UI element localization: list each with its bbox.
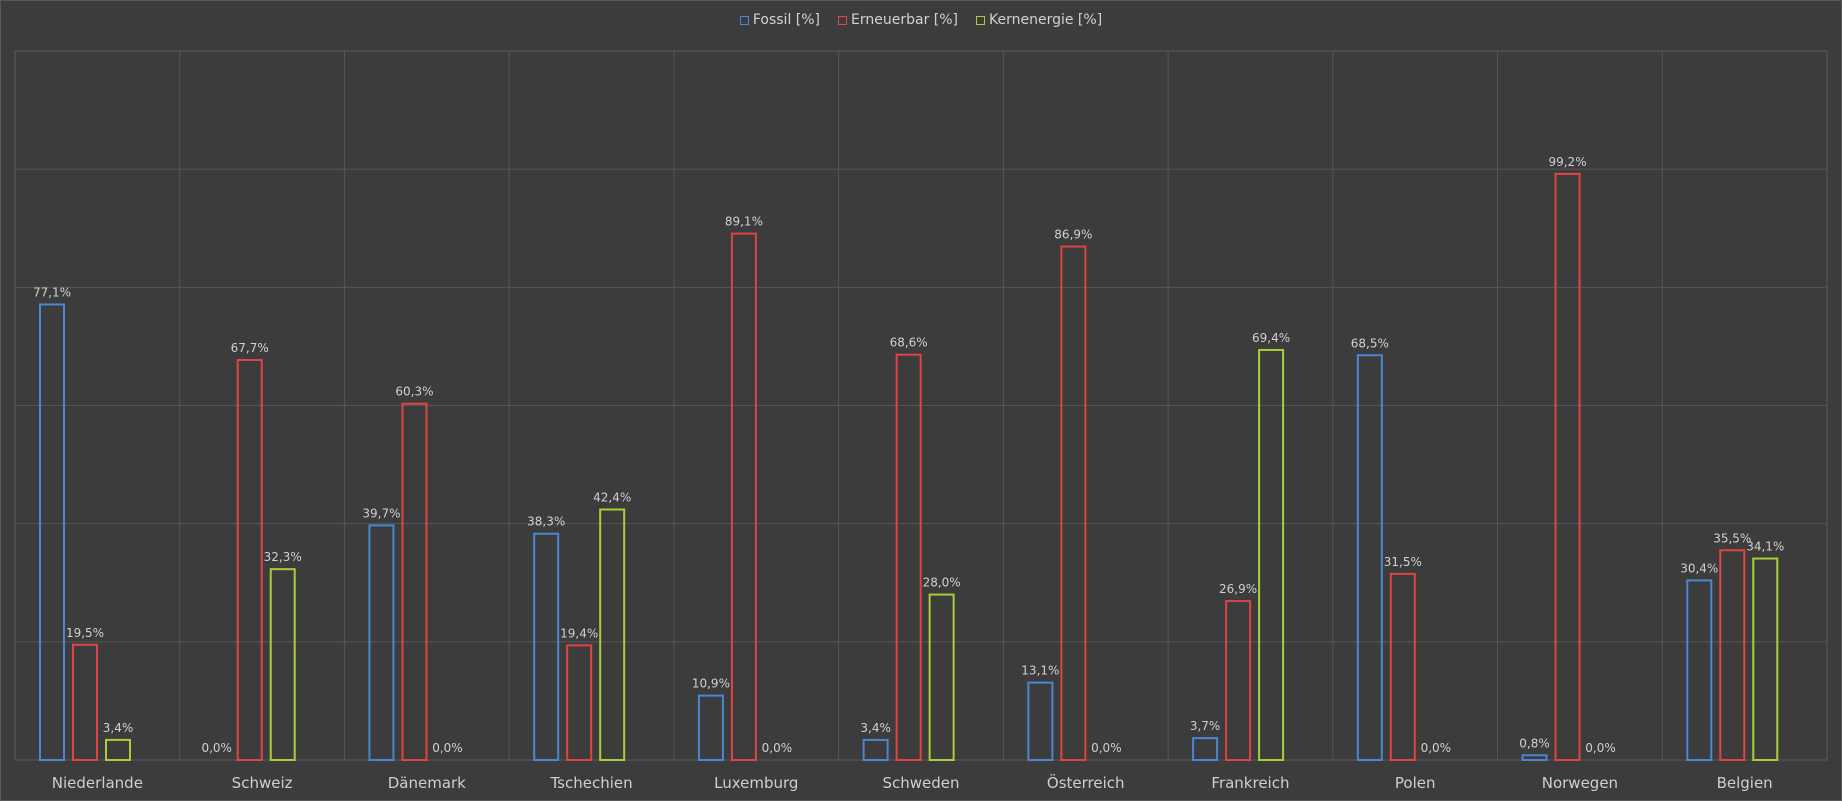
- bar: [401, 402, 428, 761]
- x-tick-label: Österreich: [1047, 773, 1125, 792]
- data-label: 69,4%: [1252, 331, 1290, 345]
- bar: [895, 353, 922, 761]
- legend-label-fossil: Fossil [%]: [752, 12, 821, 28]
- x-tick-label: Norwegen: [1542, 774, 1618, 792]
- data-label: 68,5%: [1351, 336, 1389, 350]
- bar: [1752, 557, 1779, 761]
- data-label: 28,0%: [923, 576, 961, 590]
- bar: [1686, 579, 1713, 761]
- data-label: 31,5%: [1384, 555, 1422, 569]
- data-label: 0,0%: [762, 741, 793, 755]
- bar: [730, 232, 757, 761]
- data-label: 0,0%: [432, 741, 463, 755]
- bar: [566, 644, 593, 762]
- legend-item-erneuerbar: Erneuerbar [%]: [838, 12, 958, 28]
- bar: [1356, 354, 1383, 761]
- data-label: 99,2%: [1548, 155, 1586, 169]
- x-tick-label: Belgien: [1717, 774, 1773, 792]
- data-label: 3,7%: [1190, 719, 1221, 733]
- x-tick-label: Schweden: [882, 774, 959, 792]
- data-label: 3,4%: [860, 721, 891, 735]
- x-tick-label: Schweiz: [232, 774, 293, 792]
- data-label: 0,8%: [1519, 736, 1550, 750]
- x-tick-label: Polen: [1395, 774, 1436, 792]
- data-label: 0,0%: [1091, 741, 1122, 755]
- legend-label-kernenergie: Kernenergie [%]: [989, 12, 1103, 28]
- bar: [697, 694, 724, 762]
- bar: [269, 568, 296, 761]
- data-label: 86,9%: [1054, 228, 1092, 242]
- legend-swatch-kernenergie: [976, 15, 985, 25]
- bar: [1521, 754, 1548, 761]
- bar: [105, 738, 131, 762]
- data-label: 39,7%: [362, 506, 400, 520]
- bar: [1719, 549, 1746, 761]
- data-label: 0,0%: [1585, 741, 1616, 755]
- x-tick-label: Luxemburg: [714, 774, 798, 792]
- chart-legend: Fossil [%] Erneuerbar [%] Kernenergie [%…: [0, 12, 1842, 28]
- x-tick-label: Niederlande: [52, 774, 143, 792]
- legend-label-erneuerbar: Erneuerbar [%]: [851, 12, 958, 28]
- data-label: 0,0%: [1421, 741, 1452, 755]
- data-label: 32,3%: [264, 550, 302, 564]
- data-label: 42,4%: [593, 490, 631, 504]
- data-label: 34,1%: [1746, 540, 1784, 554]
- bar: [236, 359, 263, 761]
- data-label: 0,0%: [201, 741, 232, 755]
- bar: [1554, 172, 1581, 762]
- bar: [1192, 737, 1219, 761]
- bar: [533, 532, 560, 761]
- bar: [1060, 245, 1087, 761]
- bar: [1389, 572, 1416, 762]
- data-label: 30,4%: [1680, 561, 1718, 575]
- legend-swatch-erneuerbar: [838, 15, 848, 25]
- bar: [1258, 348, 1285, 761]
- bar: [39, 303, 65, 761]
- data-label: 10,9%: [692, 677, 730, 691]
- bar: [599, 508, 626, 761]
- data-label: 26,9%: [1219, 582, 1257, 596]
- data-label: 13,1%: [1021, 664, 1059, 678]
- bar: [72, 643, 98, 761]
- data-label: 89,1%: [725, 215, 763, 229]
- legend-item-fossil: Fossil [%]: [739, 12, 821, 28]
- data-label: 3,4%: [103, 721, 134, 735]
- x-tick-label: Tschechien: [549, 774, 632, 792]
- bar: [368, 524, 395, 761]
- data-label: 35,5%: [1713, 531, 1751, 545]
- data-label: 67,7%: [231, 341, 269, 355]
- x-tick-label: Frankreich: [1211, 774, 1289, 792]
- x-tick-label: Dänemark: [388, 774, 466, 792]
- legend-swatch-fossil: [739, 15, 749, 25]
- bar: [1225, 600, 1252, 762]
- data-label: 19,4%: [560, 626, 598, 640]
- bar: [928, 593, 955, 761]
- data-label: 77,1%: [33, 285, 71, 299]
- bar: [862, 738, 889, 762]
- data-label: 68,6%: [890, 336, 928, 350]
- data-label: 38,3%: [527, 515, 565, 529]
- data-label: 60,3%: [395, 385, 433, 399]
- legend-item-kernenergie: Kernenergie [%]: [976, 12, 1102, 28]
- bar: [1027, 681, 1054, 761]
- data-label: 19,5%: [66, 626, 104, 640]
